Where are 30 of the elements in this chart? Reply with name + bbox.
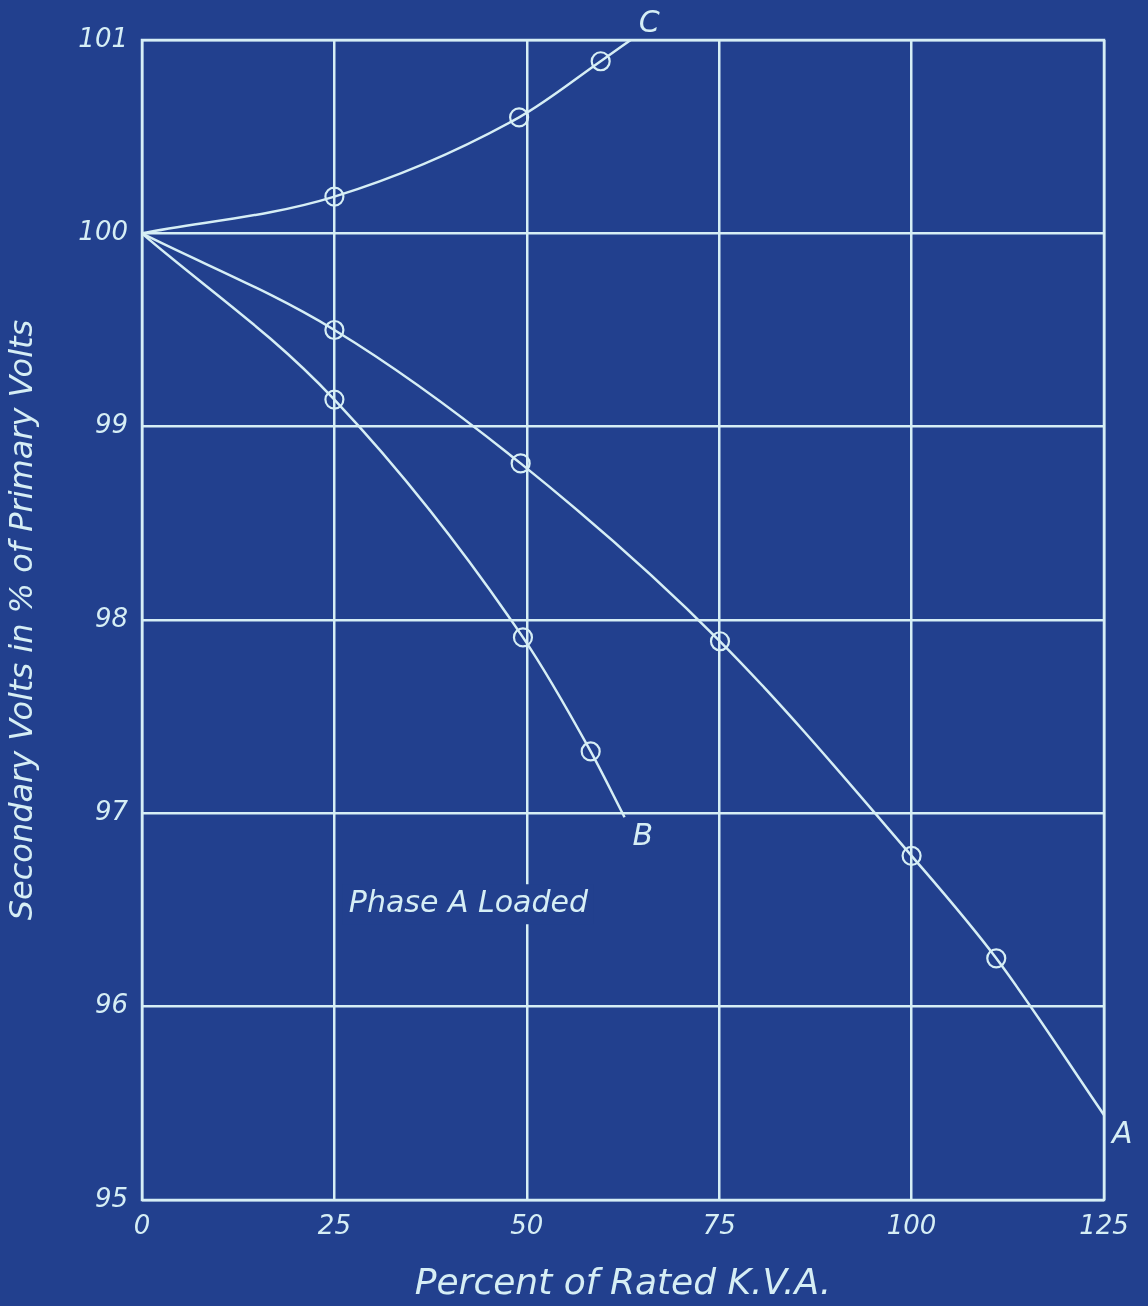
point: [324, 319, 345, 341]
y-tick-label: 95: [94, 1182, 128, 1213]
annotation: Phase A Loaded: [348, 884, 589, 919]
point: [510, 453, 531, 474]
point: [324, 389, 345, 410]
y-tick-label: 101: [78, 22, 128, 53]
point: [324, 186, 345, 207]
y-tick-label: 98: [94, 602, 128, 633]
x-tick-label: 125: [1079, 1210, 1129, 1241]
y-tick-label: 100: [78, 216, 128, 247]
point: [509, 107, 530, 128]
y-tick-label: 97: [94, 796, 129, 827]
y-tick-label: 99: [94, 409, 128, 440]
series-label: C: [638, 3, 660, 39]
x-tick-label: 75: [702, 1210, 736, 1241]
x-tick-label: 0: [133, 1210, 151, 1241]
series-label: B: [632, 817, 654, 852]
point: [901, 845, 922, 866]
x-tick-label: 50: [510, 1210, 544, 1241]
y-axis-title: Secondary Volts in % of Primary Volts: [1, 319, 40, 921]
series-label: A: [1110, 1114, 1133, 1150]
y-tick-label: 96: [94, 989, 128, 1020]
point: [709, 631, 731, 652]
point: [986, 948, 1007, 969]
point: [512, 627, 534, 648]
x-axis-title: Percent of Rated K.V.A.: [414, 1260, 832, 1302]
point: [590, 51, 611, 72]
x-tick-label: 25: [317, 1210, 351, 1241]
x-tick-label: 100: [886, 1210, 937, 1241]
point: [580, 741, 601, 762]
